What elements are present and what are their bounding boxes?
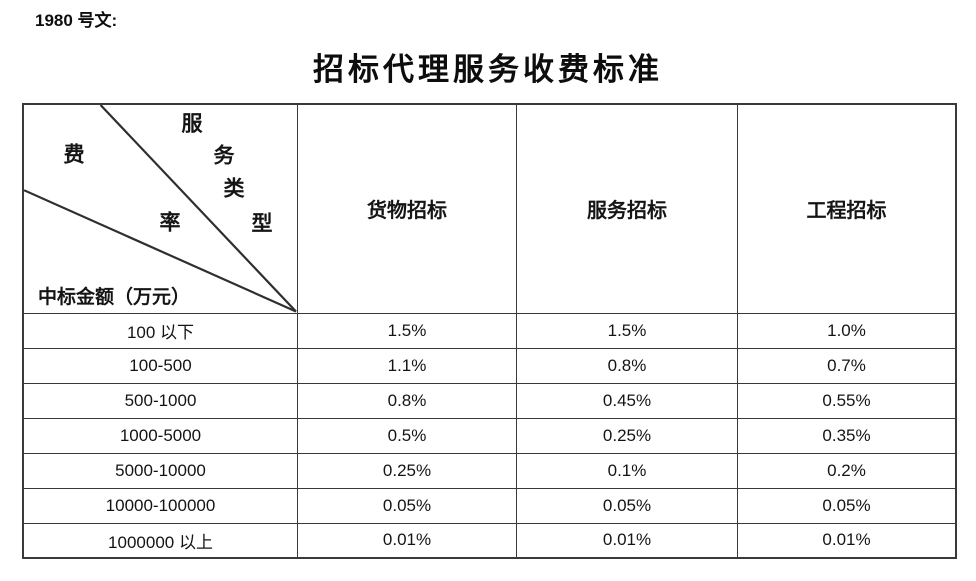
fee-value: 0.55% <box>737 382 957 419</box>
column-header-goods: 货物招标 <box>297 103 517 314</box>
fee-value: 1.5% <box>516 312 738 349</box>
row-range: 1000000 以上 <box>22 522 298 559</box>
fee-value: 0.01% <box>737 522 957 559</box>
fee-value: 1.5% <box>297 312 517 349</box>
row-range: 100 以下 <box>22 312 298 349</box>
corner-amount-label: 中标金额（万元） <box>38 287 191 308</box>
fee-value: 0.5% <box>297 417 517 454</box>
fee-value: 0.35% <box>737 417 957 454</box>
fee-value: 0.01% <box>516 522 738 559</box>
fee-value: 0.45% <box>516 382 738 419</box>
corner-rate-char: 率 <box>159 210 181 235</box>
fee-value: 0.01% <box>297 522 517 559</box>
table-row: 100-500 1.1% 0.8% 0.7% <box>22 347 957 384</box>
corner-service-type-char: 型 <box>251 211 273 236</box>
corner-service-type-char: 服 <box>181 111 203 136</box>
row-range: 5000-10000 <box>22 452 298 489</box>
fee-value: 0.05% <box>516 487 738 524</box>
row-range: 500-1000 <box>22 382 298 419</box>
table-row: 100 以下 1.5% 1.5% 1.0% <box>22 312 957 349</box>
fee-value: 0.25% <box>297 452 517 489</box>
fee-value: 0.25% <box>516 417 738 454</box>
diagonal-divider-lines <box>24 105 297 312</box>
column-header-service: 服务招标 <box>516 103 738 314</box>
fee-value: 1.1% <box>297 347 517 384</box>
row-range: 100-500 <box>22 347 298 384</box>
fee-value: 0.05% <box>297 487 517 524</box>
table-row: 500-1000 0.8% 0.45% 0.55% <box>22 382 957 419</box>
fee-value: 0.2% <box>737 452 957 489</box>
corner-rate-char: 费 <box>63 142 85 167</box>
corner-service-type-char: 务 <box>213 143 235 168</box>
table-row: 1000000 以上 0.01% 0.01% 0.01% <box>22 522 957 559</box>
column-header-engineering: 工程招标 <box>737 103 957 314</box>
fee-value: 0.8% <box>297 382 517 419</box>
table-header-row: 服 务 类 型 费 率 中标金额（万元） 货物招标 服务招标 工程招标 <box>22 103 957 314</box>
table-row: 10000-100000 0.05% 0.05% 0.05% <box>22 487 957 524</box>
doc-number-label: 1980 号文: <box>35 11 118 30</box>
corner-header-cell: 服 务 类 型 费 率 中标金额（万元） <box>22 103 298 314</box>
fee-value: 0.1% <box>516 452 738 489</box>
row-range: 1000-5000 <box>22 417 298 454</box>
fee-value: 1.0% <box>737 312 957 349</box>
table-row: 5000-10000 0.25% 0.1% 0.2% <box>22 452 957 489</box>
corner-service-type-char: 类 <box>223 176 245 201</box>
page-title: 招标代理服务收费标准 <box>313 52 663 87</box>
fee-value: 0.05% <box>737 487 957 524</box>
fee-value: 0.7% <box>737 347 957 384</box>
table-row: 1000-5000 0.5% 0.25% 0.35% <box>22 417 957 454</box>
row-range: 10000-100000 <box>22 487 298 524</box>
fee-standard-table: 服 务 类 型 费 率 中标金额（万元） 货物招标 服务招标 工程招标 100 … <box>22 103 957 559</box>
fee-value: 0.8% <box>516 347 738 384</box>
